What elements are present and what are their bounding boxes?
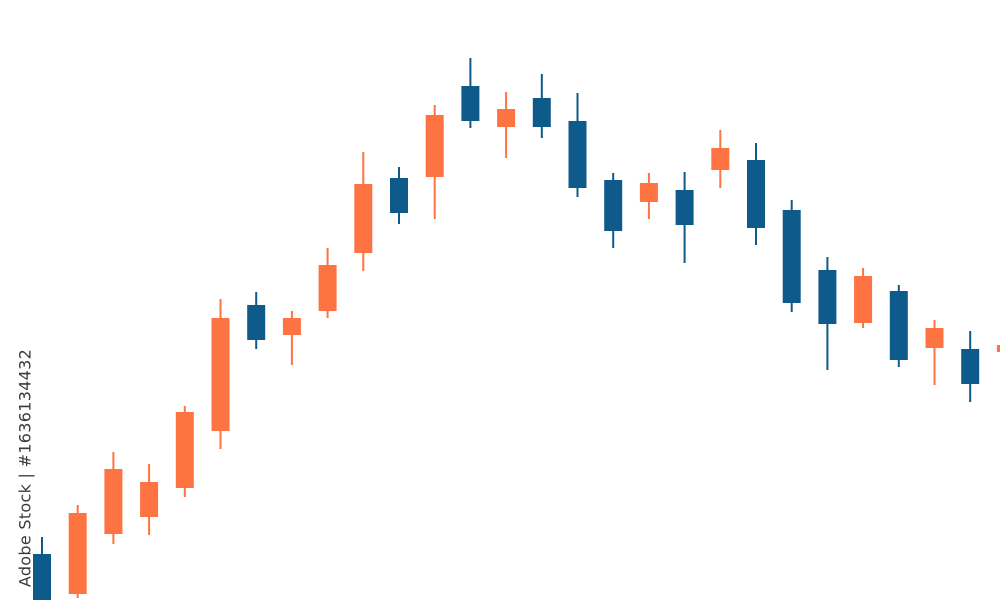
candle-body	[532, 98, 551, 127]
candle-body	[140, 482, 159, 517]
candle-22	[782, 200, 801, 312]
candle-19	[675, 172, 694, 263]
candle-6	[211, 299, 230, 449]
candle-body	[889, 291, 908, 360]
candle-8	[282, 311, 301, 365]
candle-28	[996, 345, 1000, 352]
candle-3	[104, 452, 123, 544]
candle-18	[639, 173, 658, 219]
candle-17	[604, 173, 623, 248]
stock-credit-label: Adobe Stock | #1636134432	[15, 348, 35, 588]
candle-body	[925, 328, 944, 348]
candle-5	[175, 406, 194, 497]
candle-10	[354, 152, 373, 271]
candle-9	[318, 248, 337, 318]
candle-body	[211, 318, 230, 431]
candle-12	[425, 105, 444, 219]
candle-body	[68, 513, 87, 594]
candle-body	[282, 318, 301, 335]
candle-body	[711, 148, 730, 170]
candle-body	[390, 178, 408, 213]
candle-body	[425, 115, 444, 177]
candle-body	[247, 305, 266, 340]
candle-body	[639, 183, 658, 202]
candle-body	[318, 265, 337, 311]
candle-body	[497, 109, 516, 127]
candle-26	[925, 320, 944, 385]
candle-body	[996, 345, 1000, 352]
candle-body	[568, 121, 587, 188]
candle-body	[961, 349, 980, 384]
candle-body	[747, 160, 765, 228]
candle-body	[461, 86, 480, 121]
candle-body	[354, 184, 373, 253]
candle-1	[33, 537, 51, 600]
candle-body	[818, 270, 837, 324]
candle-16	[568, 93, 587, 197]
candle-20	[711, 130, 730, 188]
candle-body	[854, 276, 873, 323]
candle-13	[461, 58, 480, 128]
candle-15	[532, 74, 551, 138]
candle-body	[675, 190, 694, 225]
candle-14	[497, 92, 516, 158]
candle-body	[175, 412, 194, 488]
candle-body	[104, 469, 123, 534]
candle-7	[247, 292, 266, 349]
candle-21	[747, 143, 765, 245]
candle-27	[961, 331, 980, 402]
candle-body	[604, 180, 623, 231]
candle-2	[68, 505, 87, 598]
candle-body	[782, 210, 801, 303]
candle-body	[33, 554, 51, 600]
candle-4	[140, 464, 159, 535]
candle-11	[390, 167, 408, 224]
candle-23	[818, 257, 837, 370]
candle-25	[889, 285, 908, 367]
candle-24	[854, 268, 873, 328]
